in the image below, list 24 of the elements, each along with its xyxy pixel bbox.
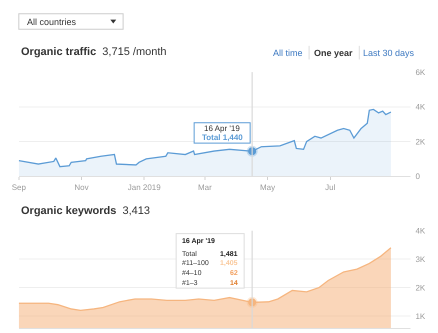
y-tick-label: 4K bbox=[415, 226, 426, 236]
y-tick-label: 3K bbox=[415, 254, 426, 264]
annotation: Total 1,440 bbox=[202, 133, 244, 142]
x-tick-label: Jan 2019 bbox=[128, 182, 162, 192]
x-tick-label: Nov bbox=[74, 182, 89, 192]
y-tick-label: 4K bbox=[415, 102, 426, 112]
y-tick-label: 2K bbox=[415, 137, 426, 146]
x-tick-label: Jul bbox=[325, 182, 336, 192]
chart-title: Organic keywords bbox=[21, 205, 116, 217]
y-tick-label: 6K bbox=[415, 68, 426, 77]
text: All time bbox=[273, 48, 303, 58]
text: Last 30 days bbox=[363, 48, 415, 58]
chart-title: Organic traffic bbox=[21, 46, 96, 58]
chart-subtitle: 3,715 /month bbox=[102, 46, 167, 58]
y-tick-label: 0 bbox=[415, 172, 420, 182]
x-tick-label: Sep bbox=[12, 182, 26, 192]
x-tick-label: May bbox=[260, 182, 276, 192]
annotation: 16 Apr '19 bbox=[204, 124, 240, 133]
text: One year bbox=[314, 48, 354, 58]
y-tick-label: 1K bbox=[415, 312, 426, 321]
y-tick-label: 2K bbox=[415, 283, 426, 292]
x-tick-label: Mar bbox=[198, 182, 212, 192]
text: All countries bbox=[27, 17, 77, 27]
chart-subtitle: 3,413 bbox=[122, 205, 150, 217]
